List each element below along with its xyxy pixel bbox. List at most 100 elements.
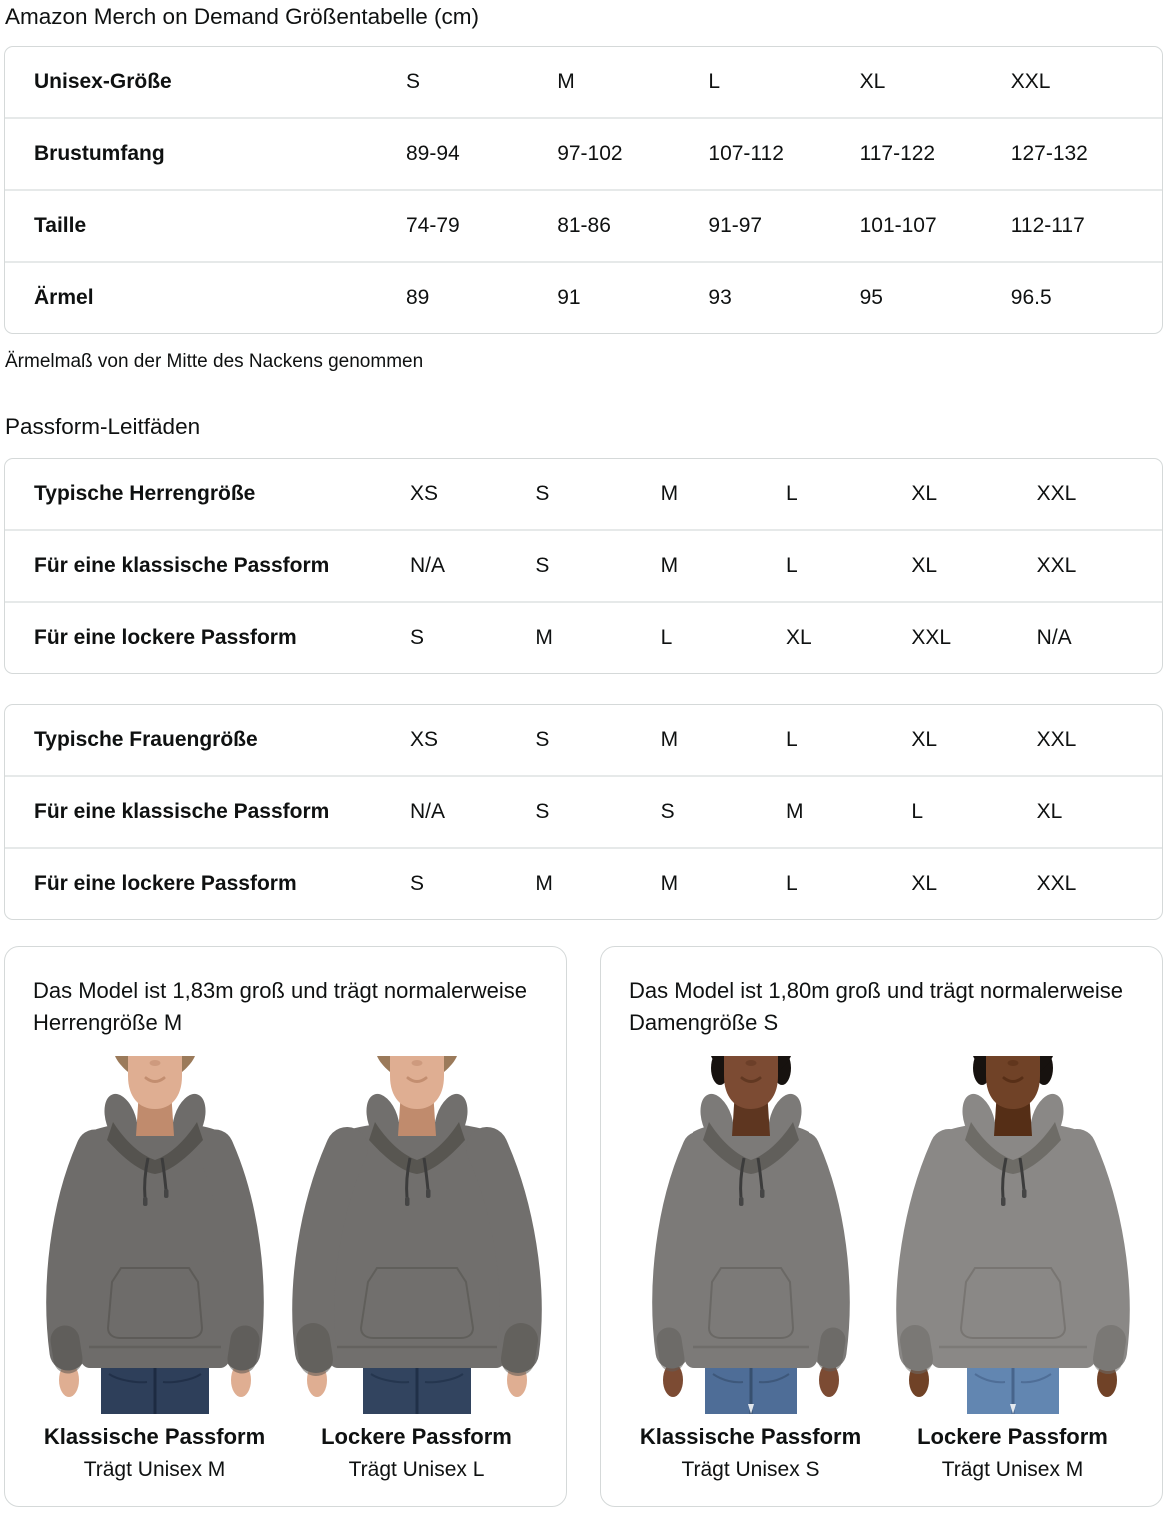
table-row: Für eine lockere Passform S M L XL XXL N/A [5, 601, 1162, 673]
cell-value: N/A [1036, 626, 1072, 649]
cell-value: M [660, 872, 679, 895]
table-row: Für eine klassische Passform N/A S M L XL XXL [5, 529, 1162, 601]
unisex-size-table: Unisex-Größe S M L XL XXL Brustumfang 89-94 97-1… [4, 46, 1163, 334]
cell-value: XS [410, 482, 439, 505]
cell-value: 95 [859, 286, 883, 309]
cell-value: 93 [708, 286, 732, 309]
table-row: Unisex-Größe S M L XL XXL [5, 47, 1162, 117]
table-row: Ärmel 89 91 93 95 96.5 [5, 261, 1162, 333]
cell-value: XS [410, 728, 439, 751]
cell-value: 89-94 [406, 142, 460, 165]
cell-value: S [410, 872, 425, 895]
model-photo: Lockere Passform Trägt Unisex M [885, 1055, 1141, 1482]
fit-label: Lockere Passform [321, 1423, 512, 1449]
worn-size-label: Trägt Unisex M [83, 1457, 226, 1481]
row-label: Unisex-Größe [34, 70, 172, 93]
row-label: Für eine klassische Passform [34, 800, 330, 823]
table-row: Für eine lockere Passform S M M L XL XXL [5, 847, 1162, 919]
cell-value: M [535, 626, 553, 649]
page-title: Amazon Merch on Demand Größentabelle (cm… [5, 4, 479, 29]
cell-value: 101-107 [859, 214, 937, 237]
model-photos: Klassische Passform Trägt Unisex S Lockere… [621, 1055, 1142, 1482]
table-row: Typische Herrengröße XS S M L XL XXL [5, 459, 1162, 529]
model-photos: Klassische Passform Trägt Unisex M Lockere… [25, 1055, 546, 1482]
cell-value: S [660, 800, 675, 823]
cell-value: XL [911, 554, 938, 577]
fit-guides-heading: Passform-Leitfäden [5, 414, 201, 439]
table-row: Für eine klassische Passform N/A S S M L XL [5, 775, 1162, 847]
cell-value: M [660, 554, 679, 577]
row-label: Brustumfang [34, 142, 165, 165]
cell-value: S [535, 800, 550, 823]
cell-value: 97-102 [557, 142, 623, 165]
fit-cards: Das Model ist 1,83m groß und trägt norma… [4, 946, 1163, 1507]
cell-value: L [708, 70, 721, 93]
cell-value: XL [786, 626, 812, 649]
cell-value: XL [1036, 800, 1063, 823]
model-description: Das Model ist 1,83m groß und trägt norma… [33, 978, 527, 1036]
cell-value: N/A [410, 800, 446, 823]
cell-value: S [535, 482, 550, 505]
model-photo: Klassische Passform Trägt Unisex S [623, 1055, 879, 1482]
sleeve-measure-note: Ärmelmaß von der Mitte des Nackens genom… [5, 351, 424, 372]
cell-value: M [660, 482, 679, 505]
cell-value: S [410, 626, 425, 649]
cell-value: M [786, 800, 804, 823]
row-label: Für eine lockere Passform [34, 872, 297, 895]
model-description: Das Model ist 1,80m groß und trägt norma… [629, 978, 1123, 1036]
table-row: Typische Frauengröße XS S M L XL XXL [5, 705, 1162, 775]
cell-value: L [786, 482, 798, 505]
men-fit-table: Typische Herrengröße XS S M L XL XXL Für eine k… [4, 458, 1163, 674]
cell-value: 112-117 [1010, 214, 1085, 237]
women-fit-table: Typische Frauengröße XS S M L XL XXL Für eine k… [4, 704, 1163, 920]
cell-value: XXL [1036, 482, 1077, 505]
row-label: Für eine klassische Passform [34, 554, 330, 577]
table-row: Taille 74-79 81-86 91-97 101-107 112-117 [5, 189, 1162, 261]
cell-value: S [406, 70, 421, 93]
row-label: Ärmel [34, 286, 94, 309]
cell-value: 91-97 [708, 214, 763, 237]
worn-size-label: Trägt Unisex L [348, 1457, 485, 1481]
fit-label: Klassische Passform [639, 1423, 862, 1449]
row-label: Typische Herrengröße [34, 482, 256, 505]
cell-value: 91 [557, 286, 581, 309]
cell-value: 107-112 [708, 142, 784, 165]
hoodie-model-image [623, 1055, 879, 1414]
cell-value: XXL [1036, 872, 1077, 895]
cell-value: N/A [410, 554, 446, 577]
worn-size-label: Trägt Unisex M [941, 1457, 1084, 1481]
cell-value: XL [911, 872, 938, 895]
worn-size-label: Trägt Unisex S [681, 1457, 820, 1481]
cell-value: XXL [911, 626, 952, 649]
fit-card: Das Model ist 1,83m groß und trägt norma… [4, 946, 567, 1507]
cell-value: 117-122 [859, 142, 936, 165]
cell-value: L [911, 800, 924, 823]
hoodie-model-image [289, 1055, 545, 1414]
hoodie-model-image [885, 1055, 1141, 1414]
fit-label: Lockere Passform [917, 1423, 1108, 1449]
cell-value: 127-132 [1010, 142, 1088, 165]
cell-value: 89 [406, 286, 430, 309]
row-label: Typische Frauengröße [34, 728, 258, 751]
fit-label: Klassische Passform [43, 1423, 266, 1449]
hoodie-model-image [27, 1055, 283, 1414]
cell-value: S [535, 728, 550, 751]
cell-value: L [786, 728, 798, 751]
cell-value: M [535, 872, 553, 895]
cell-value: 74-79 [406, 214, 460, 237]
cell-value: XXL [1010, 70, 1051, 93]
row-label: Taille [34, 214, 87, 237]
cell-value: M [557, 70, 575, 93]
model-photo: Klassische Passform Trägt Unisex M [27, 1055, 283, 1482]
cell-value: L [660, 626, 673, 649]
cell-value: XL [911, 728, 938, 751]
fit-card: Das Model ist 1,80m groß und trägt norma… [600, 946, 1163, 1507]
cell-value: XL [911, 482, 938, 505]
row-label: Für eine lockere Passform [34, 626, 297, 649]
cell-value: S [535, 554, 550, 577]
cell-value: XXL [1036, 728, 1077, 751]
cell-value: 81-86 [557, 214, 611, 237]
cell-value: 96.5 [1010, 286, 1052, 309]
cell-value: XL [859, 70, 886, 93]
